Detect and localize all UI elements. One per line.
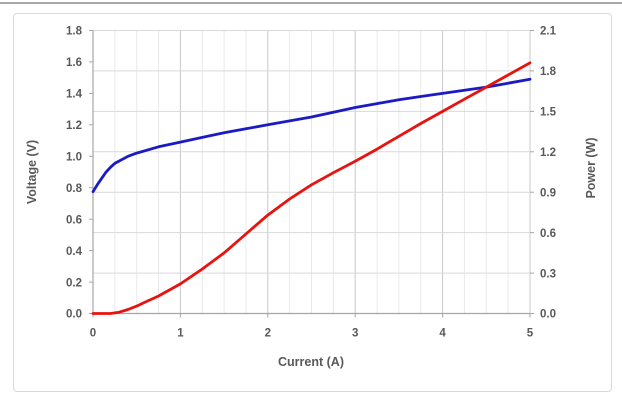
x-tick-label: 3	[352, 328, 358, 340]
x-tick-label: 0	[90, 328, 96, 340]
y-right-tick-label: 1.5	[540, 107, 557, 119]
y-right-tick-label: 0.0	[540, 309, 556, 321]
y-right-tick-label: 2.1	[540, 26, 557, 38]
y-axis-title-voltage: Voltage (V)	[25, 139, 39, 205]
y-right-tick-label: 1.2	[540, 147, 556, 159]
y-right-tick-label: 0.3	[540, 268, 556, 280]
y-right-tick-label: 0.9	[540, 187, 556, 199]
x-tick-label: 4	[439, 328, 446, 340]
window-divider-line	[0, 2, 622, 4]
y-left-tick-label: 0.2	[66, 277, 82, 289]
x-tick-label: 1	[177, 328, 184, 340]
y-axis-title-power: Power (W)	[584, 137, 598, 199]
y-left-tick-label: 1.0	[66, 152, 82, 164]
x-axis-title-current: Current (A)	[278, 355, 344, 369]
chart-area[interactable]	[13, 13, 612, 392]
y-left-tick-label: 0.0	[66, 309, 82, 321]
y-left-tick-label: 1.8	[66, 26, 83, 38]
y-left-tick-label: 1.2	[66, 120, 82, 132]
y-left-tick-label: 1.6	[66, 57, 82, 69]
y-left-tick-label: 1.4	[66, 89, 83, 101]
series-line-power	[91, 61, 532, 315]
y-right-tick-label: 1.8	[540, 66, 557, 78]
x-tick-label: 5	[527, 328, 534, 340]
series-line-voltage	[91, 77, 532, 194]
x-tick-label: 2	[265, 328, 271, 340]
y-left-tick-label: 0.8	[66, 183, 83, 195]
y-right-tick-label: 0.6	[540, 228, 556, 240]
y-left-tick-label: 0.6	[66, 214, 82, 226]
y-left-tick-label: 0.4	[66, 246, 83, 258]
